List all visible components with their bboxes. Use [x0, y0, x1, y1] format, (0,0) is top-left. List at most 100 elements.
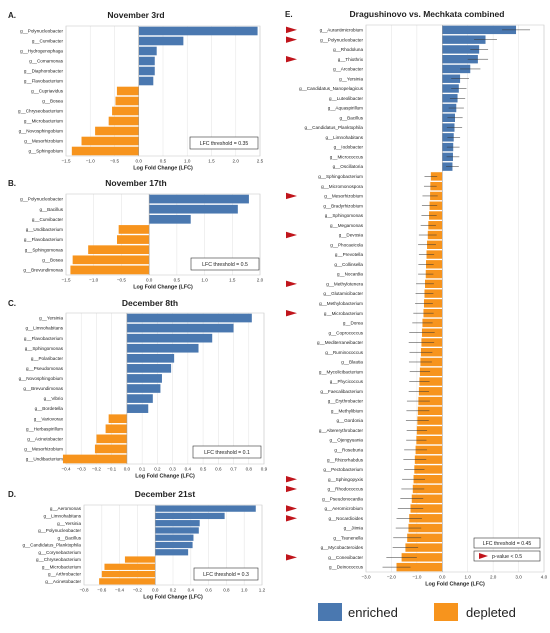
category-label: g__Micromonospora	[321, 184, 363, 189]
category-label: g__Mesorhizobium	[324, 194, 363, 199]
category-label: g__Curvibacter	[32, 217, 64, 222]
category-label: g__Comamonas	[29, 59, 63, 64]
threshold-box	[190, 257, 260, 271]
legend-label-enriched: enriched	[348, 605, 398, 620]
category-label: g__Rhodococcus	[328, 487, 364, 492]
category-label: g__Curvibacter	[32, 39, 64, 44]
bar	[138, 56, 155, 66]
panel-title: December 8th	[122, 298, 178, 308]
chart-panel-2: B. November 17th g__Polynucleobacter g__Bac…	[8, 178, 264, 291]
category-label: g__Jiimia	[344, 526, 364, 531]
chart-panel-1: A. November 3rd g__Polynucleobacter g__Curv…	[8, 10, 264, 172]
category-label: g__Candidatus_Nanopelagicus	[299, 86, 364, 91]
panel-title: November 3rd	[107, 10, 164, 20]
category-label: g__Gordonia	[336, 418, 363, 423]
x-tick-label: 0.5	[160, 159, 167, 164]
category-label: g__Yersinia	[57, 521, 81, 526]
bar	[425, 269, 443, 279]
category-label: g__Flavobacterium	[24, 336, 63, 341]
threshold-text: LFC threshold = 0.5	[202, 262, 248, 268]
bar	[442, 25, 517, 35]
pvalue-marker-icon	[286, 55, 297, 63]
bar	[81, 136, 139, 146]
x-tick-label: 1.5	[229, 278, 236, 283]
x-tick-label: −1.5	[61, 159, 71, 164]
category-label: g__Prevotella	[335, 252, 364, 257]
category-label: g__Polynucleobacter	[20, 29, 63, 34]
pvalue-marker-icon	[286, 192, 297, 200]
panel-letter: A.	[8, 11, 16, 20]
x-axis-label: Log Fold Change (LFC)	[133, 166, 193, 172]
plot-frame	[65, 25, 261, 157]
bar	[126, 353, 175, 363]
plot-frame	[83, 504, 263, 586]
x-tick-label: −0.6	[97, 588, 107, 593]
x-tick-label: 0.6	[215, 467, 222, 472]
bar	[417, 406, 443, 416]
x-tick-label: −0.2	[133, 588, 143, 593]
bar	[442, 84, 459, 93]
bar	[126, 394, 153, 403]
x-tick-label: −0.5	[110, 159, 120, 164]
pvalue-legend-marker-icon	[479, 553, 488, 559]
category-label: g__Arcobacter	[333, 67, 363, 72]
category-label: g__Brevundimonas	[23, 268, 63, 273]
category-label: g__Rhodoluna	[333, 47, 363, 52]
bar	[126, 333, 213, 343]
threshold-text: LFC threshold = 0.35	[200, 141, 249, 147]
x-tick-label: 0.6	[205, 588, 212, 593]
bar	[426, 260, 443, 269]
category-label: g__Polynucleobacter	[320, 37, 363, 42]
bar	[155, 512, 225, 520]
panel-letter: D.	[8, 490, 16, 499]
category-label: g__Microbacterium	[42, 564, 81, 569]
bar	[138, 36, 184, 46]
x-tick-label: 0.8	[223, 588, 230, 593]
bar	[108, 116, 139, 126]
category-label: g__Polynucleobacter	[20, 197, 63, 202]
bar	[116, 86, 139, 96]
threshold-text: LFC threshold = 0.1	[204, 450, 250, 456]
category-label: g__Methylobacterium	[319, 301, 363, 306]
bar	[112, 106, 139, 116]
category-label: g__Flavobacterium	[24, 237, 63, 242]
pvalue-marker-icon	[286, 280, 297, 288]
x-tick-label: 0.7	[230, 467, 237, 472]
x-tick-label: 4.0	[541, 575, 548, 580]
x-axis-label: Log Fold Change (LFC)	[425, 582, 485, 588]
x-tick-label: 1.0	[184, 159, 191, 164]
x-tick-label: −0.8	[79, 588, 89, 593]
category-label: g__Herbaspirillum	[26, 426, 63, 431]
bar	[407, 533, 443, 543]
bar	[138, 66, 155, 76]
x-tick-label: −0.3	[77, 467, 87, 472]
category-label: g__Altererythrobacter	[319, 428, 364, 433]
category-label: g__Pseudomonas	[26, 366, 64, 371]
category-label: g__Devosia	[339, 233, 364, 238]
category-label: g__Mycobacteroides	[321, 545, 364, 550]
bar	[401, 553, 443, 562]
threshold-box	[189, 136, 259, 150]
bar	[396, 562, 443, 572]
bar	[126, 364, 172, 373]
panel-title: Dragushinovo vs. Mechkata combined	[350, 9, 505, 19]
threshold-box	[193, 567, 259, 581]
category-label: g__Brevundimonas	[23, 386, 63, 391]
category-label: g__Yersinia	[339, 76, 363, 81]
bar	[442, 35, 486, 44]
x-tick-label: 0.2	[170, 588, 177, 593]
bar	[419, 367, 443, 376]
plot-frame	[65, 312, 265, 465]
bar	[72, 255, 150, 265]
category-label: g__Bordetella	[35, 406, 64, 411]
bar	[416, 435, 443, 445]
x-axis-label: Log Fold Change (LFC)	[133, 285, 193, 291]
pvalue-legend-box	[473, 550, 541, 562]
bar	[410, 504, 443, 513]
bar	[408, 523, 443, 533]
bar	[126, 313, 252, 323]
category-label: g__Tsunenella	[333, 535, 363, 540]
bar	[99, 578, 156, 585]
bar	[155, 505, 256, 512]
category-label: g__Candidatus_Planktophila	[23, 543, 82, 548]
